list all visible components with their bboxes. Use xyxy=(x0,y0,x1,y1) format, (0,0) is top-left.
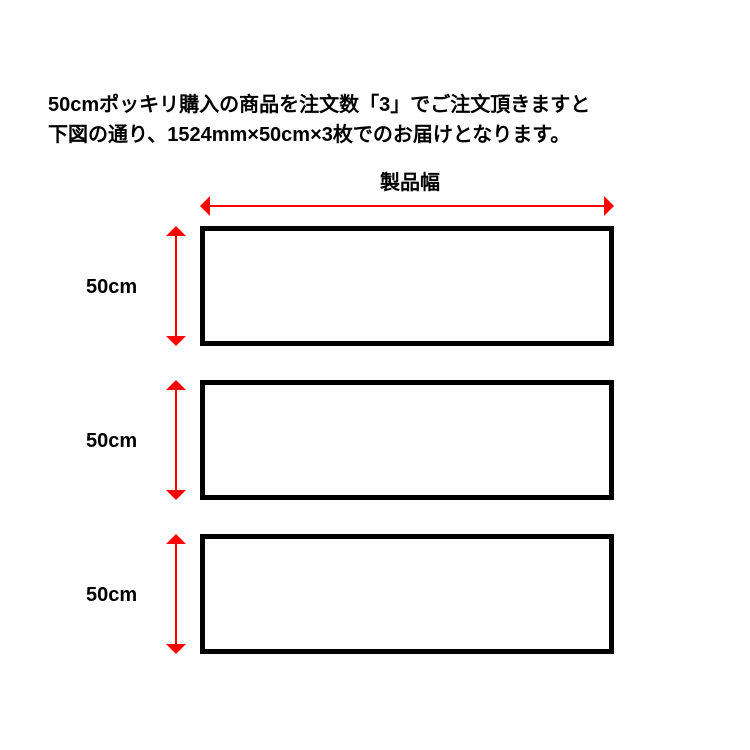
header-text: 50cmポッキリ購入の商品を注文数「3」でご注文頂きますと 下図の通り、1524… xyxy=(48,90,702,150)
height-arrow-head-down-2 xyxy=(166,490,186,500)
sheet-rect-2 xyxy=(200,380,614,500)
height-label-3: 50cm xyxy=(86,584,137,607)
header-line-1: 50cmポッキリ購入の商品を注文数「3」でご注文頂きますと xyxy=(48,94,590,116)
height-arrow-head-down-1 xyxy=(166,336,186,346)
header-line-2: 下図の通り、1524mm×50cm×3枚でのお届けとなります。 xyxy=(48,124,570,146)
height-arrow-line-1 xyxy=(175,236,177,336)
width-arrow-line xyxy=(210,205,604,207)
height-arrow-line-3 xyxy=(175,544,177,644)
width-arrow-head-right xyxy=(604,196,614,216)
height-label-1: 50cm xyxy=(86,276,137,299)
height-arrow-line-2 xyxy=(175,390,177,490)
sheet-rect-1 xyxy=(200,226,614,346)
height-label-2: 50cm xyxy=(86,430,137,453)
width-arrow-head-left xyxy=(200,196,210,216)
sheet-rect-3 xyxy=(200,534,614,654)
height-arrow-head-down-3 xyxy=(166,644,186,654)
height-arrow-head-up-1 xyxy=(166,226,186,236)
height-arrow-head-up-3 xyxy=(166,534,186,544)
height-arrow-head-up-2 xyxy=(166,380,186,390)
width-label: 製品幅 xyxy=(380,166,440,195)
